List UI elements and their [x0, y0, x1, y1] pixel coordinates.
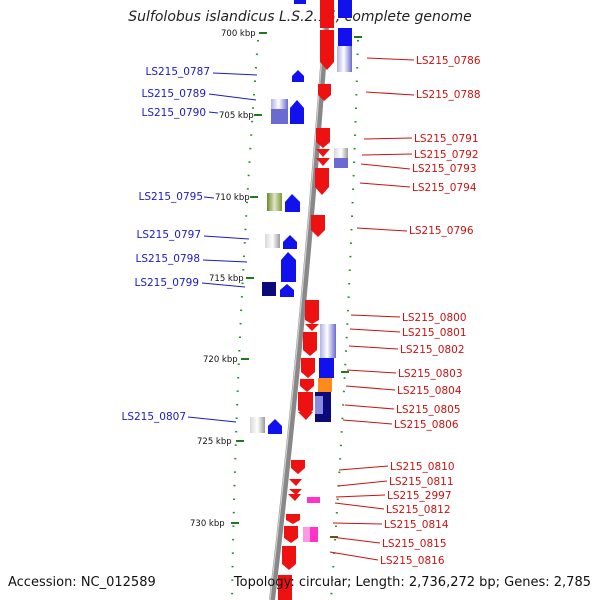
gene-label-reverse: LS215_0789 [141, 88, 206, 100]
gene-label-forward: LS215_0792 [414, 149, 479, 161]
gene-label-forward: LS215_0805 [396, 404, 461, 416]
map-title: Sulfolobus islandicus L.S.2.15, complete… [128, 9, 472, 25]
gene-label-forward: LS215_2997 [387, 490, 452, 502]
topology-text: Topology: circular; Length: 2,736,272 bp… [233, 575, 591, 590]
gene-label-forward: LS215_0793 [412, 163, 477, 175]
gene-label-reverse: LS215_0799 [134, 277, 199, 289]
gene-label-forward: LS215_0804 [397, 385, 462, 397]
gene-label-forward: LS215_0796 [409, 225, 474, 237]
gene-label-forward: LS215_0788 [416, 89, 481, 101]
gene-label-reverse: LS215_0787 [145, 66, 210, 78]
gene-label-reverse: LS215_0807 [121, 411, 186, 423]
reverse-leader-lines [187, 72, 258, 423]
gene-label-reverse: LS215_0798 [135, 253, 200, 265]
forward-leader-lines [329, 57, 415, 561]
gene-label-forward: LS215_0794 [412, 182, 477, 194]
kbp-label: 720 kbp [203, 355, 238, 365]
gene-label-forward: LS215_0800 [402, 312, 467, 324]
gene-label-forward: LS215_0802 [400, 344, 465, 356]
accession-text: Accession: NC_012589 [8, 575, 156, 590]
gene-label-reverse: LS215_0795 [138, 191, 203, 203]
kbp-tick-marks [231, 32, 362, 538]
gene-label-forward: LS215_0803 [398, 368, 463, 380]
gene-label-forward: LS215_0810 [390, 461, 455, 473]
kbp-label: 700 kbp [221, 29, 256, 39]
reverse-strand-genes [250, 0, 306, 434]
gene-label-forward: LS215_0815 [382, 538, 447, 550]
gene-label-reverse: LS215_0790 [141, 107, 206, 119]
kbp-label: 715 kbp [209, 274, 244, 284]
gene-label-reverse: LS215_0797 [136, 229, 201, 241]
kbp-label: 705 kbp [219, 111, 254, 121]
kbp-label: 730 kbp [190, 519, 225, 529]
gene-label-forward: LS215_0816 [380, 555, 445, 567]
gene-label-forward: LS215_0806 [394, 419, 459, 431]
gene-label-forward: LS215_0812 [386, 504, 451, 516]
forward-strand-genes [278, 0, 352, 600]
gene-label-forward: LS215_0791 [414, 133, 479, 145]
gene-label-forward: LS215_0801 [402, 327, 467, 339]
gene-label-forward: LS215_0786 [416, 55, 481, 67]
kbp-label: 710 kbp [215, 193, 250, 203]
kbp-label: 725 kbp [197, 437, 232, 447]
gene-label-forward: LS215_0811 [389, 476, 454, 488]
gene-label-forward: LS215_0814 [384, 519, 449, 531]
